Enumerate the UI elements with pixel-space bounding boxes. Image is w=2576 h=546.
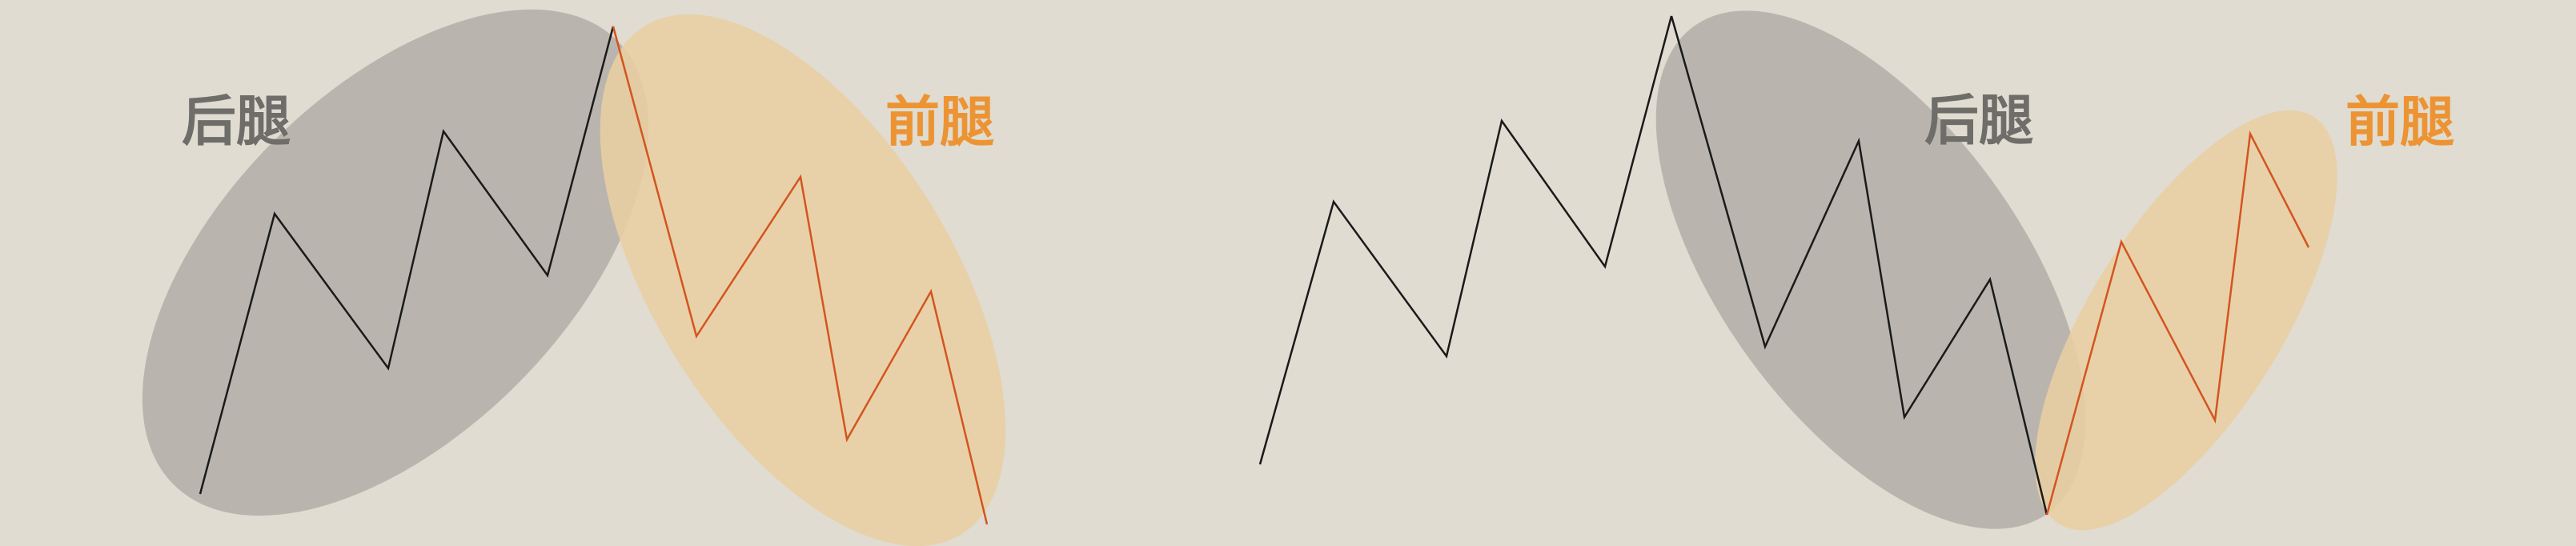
left-front-leg-line	[612, 26, 989, 525]
right-panel	[1258, 10, 2337, 531]
right-front-leg-region	[2035, 110, 2337, 531]
left-back-leg-region	[142, 9, 649, 516]
right-front-leg-line	[2045, 130, 2310, 516]
left-front-leg-label: 前腿	[885, 91, 995, 155]
right-back-leg-label: 后腿	[1924, 90, 2034, 153]
right-rise-line	[1258, 15, 1673, 465]
left-back-leg-line	[199, 26, 615, 495]
right-back-leg-region	[1655, 10, 2086, 529]
right-back-leg-line	[1670, 15, 2048, 516]
left-front-leg-region	[600, 14, 1006, 546]
left-back-leg-label: 后腿	[182, 90, 291, 154]
right-front-leg-label: 前腿	[2345, 91, 2455, 155]
left-panel	[142, 9, 1006, 546]
